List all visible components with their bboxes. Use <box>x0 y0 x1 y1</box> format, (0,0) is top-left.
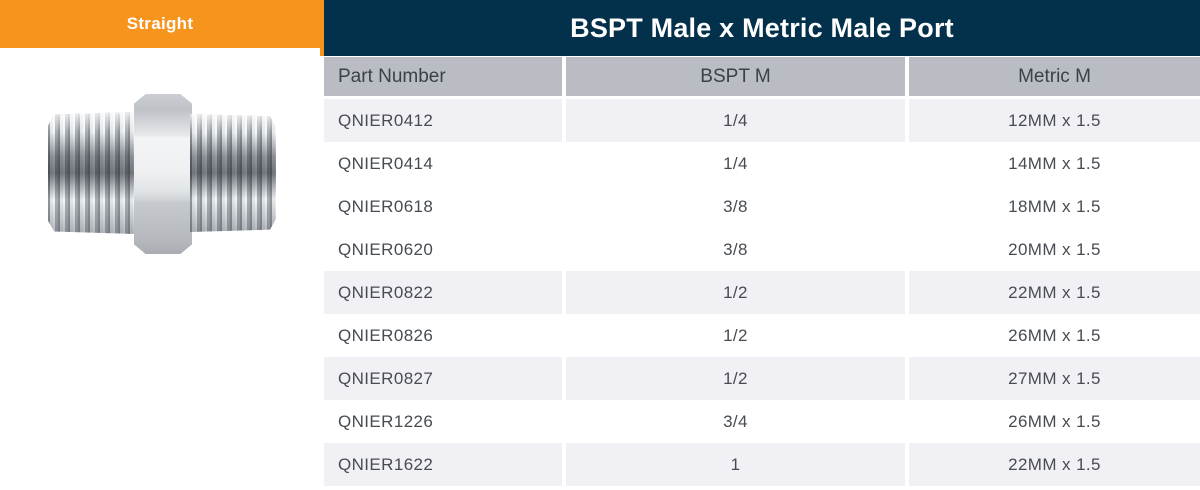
hex-nipple-fitting-image <box>46 92 278 256</box>
bspt-m-cell: 1/2 <box>566 314 905 357</box>
column-header-metric-m: Metric M <box>909 57 1200 96</box>
table-row: QNIER0414 1/4 14MM x 1.5 <box>324 142 1200 185</box>
bspt-m-cell: 3/8 <box>566 228 905 271</box>
metric-m-cell: 26MM x 1.5 <box>909 400 1200 443</box>
bspt-m-cell: 3/4 <box>566 400 905 443</box>
column-header-bspt-m: BSPT M <box>566 57 905 96</box>
part-number-cell: QNIER0618 <box>324 185 562 228</box>
metric-m-cell: 14MM x 1.5 <box>909 142 1200 185</box>
bspt-m-cell: 1 <box>566 443 905 486</box>
metric-m-cell: 12MM x 1.5 <box>909 99 1200 142</box>
spec-panel: BSPT Male x Metric Male Port Part Number… <box>320 0 1200 490</box>
part-number-cell: QNIER0826 <box>324 314 562 357</box>
table-row: QNIER0826 1/2 26MM x 1.5 <box>324 314 1200 357</box>
part-number-cell: QNIER0412 <box>324 99 562 142</box>
fitting-left-thread-graphic <box>48 112 136 234</box>
bspt-m-cell: 1/2 <box>566 271 905 314</box>
bspt-m-cell: 3/8 <box>566 185 905 228</box>
metric-m-cell: 22MM x 1.5 <box>909 271 1200 314</box>
part-number-cell: QNIER1226 <box>324 400 562 443</box>
category-tab-straight: Straight <box>0 0 320 48</box>
metric-m-cell: 22MM x 1.5 <box>909 443 1200 486</box>
part-number-cell: QNIER0414 <box>324 142 562 185</box>
part-number-cell: QNIER0822 <box>324 271 562 314</box>
part-number-cell: QNIER1622 <box>324 443 562 486</box>
part-number-cell: QNIER0620 <box>324 228 562 271</box>
table-row: QNIER0827 1/2 27MM x 1.5 <box>324 357 1200 400</box>
product-panel: Straight <box>0 0 320 490</box>
table-row: QNIER0618 3/8 18MM x 1.5 <box>324 185 1200 228</box>
page-title: BSPT Male x Metric Male Port <box>570 12 954 43</box>
bspt-m-cell: 1/2 <box>566 357 905 400</box>
fitting-right-thread-graphic <box>190 114 276 232</box>
table-body: QNIER0412 1/4 12MM x 1.5 QNIER0414 1/4 14MM x… <box>324 99 1200 486</box>
bspt-m-cell: 1/4 <box>566 142 905 185</box>
category-tab-label: Straight <box>126 14 194 33</box>
spec-table: Part Number BSPT M Metric M QNIER0412 1/4… <box>324 57 1200 486</box>
fitting-hex-nut-graphic <box>134 94 192 254</box>
metric-m-cell: 18MM x 1.5 <box>909 185 1200 228</box>
metric-m-cell: 26MM x 1.5 <box>909 314 1200 357</box>
table-row: QNIER1622 1 22MM x 1.5 <box>324 443 1200 486</box>
metric-m-cell: 27MM x 1.5 <box>909 357 1200 400</box>
table-row: QNIER0412 1/4 12MM x 1.5 <box>324 99 1200 142</box>
table-title-bar: BSPT Male x Metric Male Port <box>320 0 1200 56</box>
table-row: QNIER0620 3/8 20MM x 1.5 <box>324 228 1200 271</box>
part-number-cell: QNIER0827 <box>324 357 562 400</box>
table-row: QNIER1226 3/4 26MM x 1.5 <box>324 400 1200 443</box>
table-row: QNIER0822 1/2 22MM x 1.5 <box>324 271 1200 314</box>
bspt-m-cell: 1/4 <box>566 99 905 142</box>
metric-m-cell: 20MM x 1.5 <box>909 228 1200 271</box>
table-header-row: Part Number BSPT M Metric M <box>324 57 1200 96</box>
column-header-part-number: Part Number <box>324 57 562 96</box>
